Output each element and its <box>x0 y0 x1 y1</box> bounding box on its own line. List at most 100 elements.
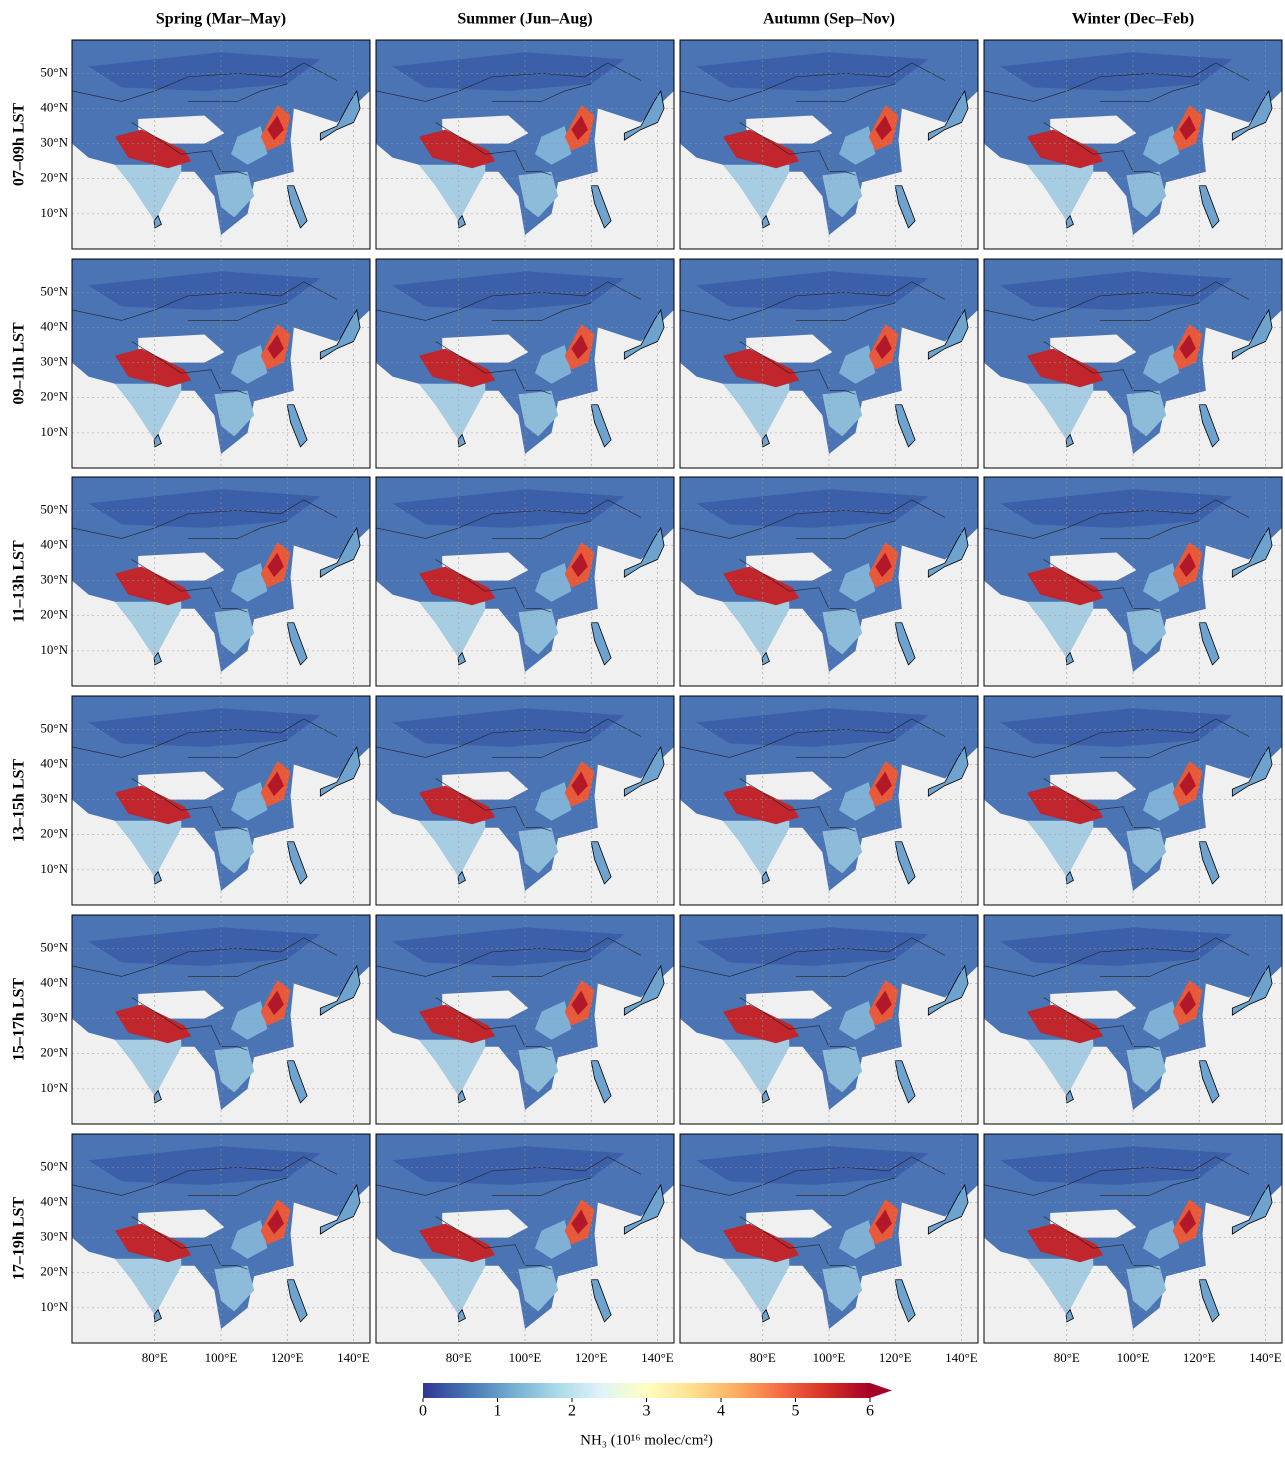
map-region <box>1050 990 1137 1019</box>
map-region <box>518 390 559 437</box>
border-line <box>984 718 1250 758</box>
border-line <box>187 958 288 977</box>
map-panel <box>984 696 1282 905</box>
map-panel <box>984 915 1282 1124</box>
map-region <box>153 214 162 229</box>
panel-frame <box>679 914 979 1125</box>
map-region <box>571 552 588 578</box>
map-region <box>1198 185 1220 229</box>
map-region <box>590 404 612 448</box>
lat-tick-label: 50°N <box>40 1158 68 1173</box>
map-region <box>761 651 770 666</box>
map-region <box>392 927 625 966</box>
map-region <box>1142 1220 1180 1259</box>
map-region <box>138 990 225 1019</box>
map-region <box>214 608 255 655</box>
map-region <box>696 708 929 747</box>
map-region <box>1179 990 1196 1016</box>
panel-frame <box>375 39 675 250</box>
map-region <box>419 383 486 440</box>
lon-tick-label: 140°E <box>945 1350 978 1365</box>
map-region <box>723 1004 800 1044</box>
map-region <box>115 1039 182 1096</box>
map-region <box>696 927 929 966</box>
map-region <box>723 129 800 169</box>
map-region <box>230 126 268 165</box>
lat-tick-label: 40°N <box>40 1193 68 1208</box>
map-region <box>115 164 182 221</box>
map-region <box>1142 563 1180 602</box>
border-line <box>1099 739 1200 758</box>
lon-tick-label: 120°E <box>271 1350 304 1365</box>
map-region <box>534 1001 572 1040</box>
lat-tick-label: 10°N <box>40 1299 68 1314</box>
map-region <box>518 171 559 218</box>
lat-tick-label: 30°N <box>40 791 68 806</box>
map-panel <box>680 915 978 1124</box>
map-region <box>838 345 876 384</box>
map-region <box>1050 771 1137 800</box>
border-line <box>376 499 642 539</box>
border-line <box>491 958 592 977</box>
map-region <box>1126 1265 1167 1312</box>
map-region <box>1231 526 1273 578</box>
map-region <box>1027 164 1094 221</box>
map-region <box>442 990 529 1019</box>
map-region <box>419 566 496 606</box>
map-region <box>1065 433 1074 448</box>
map-region <box>457 214 466 229</box>
map-region <box>1000 927 1233 966</box>
map-region <box>267 334 284 360</box>
map-region <box>267 771 284 797</box>
colorbar-extend <box>870 1383 892 1398</box>
map-region <box>214 390 255 437</box>
border-line <box>187 520 288 539</box>
map-panel <box>680 477 978 686</box>
lat-tick-label: 40°N <box>40 99 68 114</box>
map-region <box>1027 785 1104 825</box>
map-region <box>153 1089 162 1104</box>
map-region <box>1126 608 1167 655</box>
map-region <box>875 771 892 797</box>
lat-tick-label: 30°N <box>40 572 68 587</box>
map-panel <box>376 477 674 686</box>
map-region <box>1027 601 1094 658</box>
lat-tick-label: 20°N <box>40 1264 68 1279</box>
colorbar <box>423 1383 870 1398</box>
map-region <box>115 785 192 825</box>
lon-tick-label: 80°E <box>142 1350 168 1365</box>
map-region <box>286 185 308 229</box>
map-panel <box>72 259 370 468</box>
map-region <box>319 745 361 797</box>
border-line <box>187 1177 288 1196</box>
panel-frame <box>71 476 371 687</box>
colorbar-tick-label: 5 <box>792 1403 800 1420</box>
map-region <box>1231 964 1273 1016</box>
map-panel <box>680 40 978 249</box>
map-region <box>1198 404 1220 448</box>
map-region <box>723 1258 790 1315</box>
map-region <box>1027 566 1104 606</box>
map-region <box>88 271 321 310</box>
map-region <box>1050 552 1137 581</box>
map-region <box>822 608 863 655</box>
map-region <box>457 651 466 666</box>
colorbar-tick-label: 6 <box>866 1403 874 1420</box>
map-region <box>875 1209 892 1235</box>
lon-tick-label: 140°E <box>1249 1350 1282 1365</box>
map-region <box>723 1039 790 1096</box>
column-title: Spring (Mar–May) <box>156 11 286 28</box>
map-panel <box>984 1134 1282 1343</box>
row-label: 13–15h LST <box>11 759 28 842</box>
map-region <box>442 334 529 363</box>
border-line <box>795 83 896 102</box>
map-region <box>1065 870 1074 885</box>
lat-tick-label: 40°N <box>40 974 68 989</box>
map-region <box>267 552 284 578</box>
map-region <box>1050 115 1137 144</box>
map-region <box>761 1089 770 1104</box>
row-label: 11–13h LST <box>11 540 28 623</box>
lon-tick-label: 120°E <box>1183 1350 1216 1365</box>
border-line <box>491 520 592 539</box>
border-line <box>72 1156 338 1196</box>
